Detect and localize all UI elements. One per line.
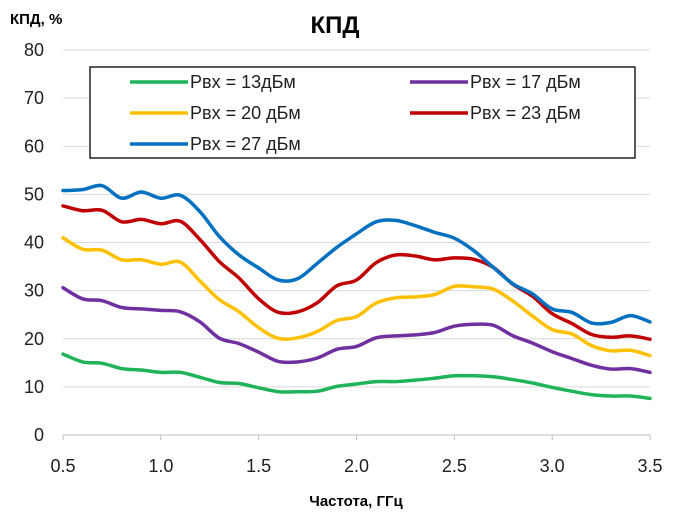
y-tick-label: 70 (24, 88, 44, 108)
x-tick-label: 2.0 (344, 456, 369, 476)
x-tick-label: 3.0 (540, 456, 565, 476)
y-tick-label: 10 (24, 377, 44, 397)
legend: Pвх = 13дБм Pвх = 17 дБм Pвх = 20 дБм Pвх =… (89, 66, 636, 159)
x-tick-label: 0.5 (50, 456, 75, 476)
series-line-1 (61, 352, 652, 401)
y-tick-label: 40 (24, 233, 44, 253)
x-tick-label: 1.5 (246, 456, 271, 476)
x-tick-label: 1.0 (148, 456, 173, 476)
series-line-3 (61, 235, 652, 358)
y-tick-label: 30 (24, 281, 44, 301)
legend-label-2: Pвх = 17 дБм (470, 72, 581, 92)
series-line-5 (61, 183, 652, 326)
x-axis-title: Частота, ГГц (309, 493, 403, 510)
series-lines (61, 183, 652, 401)
legend-label-3: Pвх = 20 дБм (190, 103, 301, 123)
y-tick-label: 80 (24, 40, 44, 60)
y-tick-label: 20 (24, 329, 44, 349)
x-tick-label: 3.5 (637, 456, 662, 476)
series-line-2 (61, 285, 652, 375)
tick-labels: 0 10 20 30 40 50 60 70 80 0.5 1.0 1.5 2.0 2.5 3.0 3.5 (24, 40, 663, 476)
legend-label-4: Pвх = 23 дБм (470, 103, 581, 123)
legend-label-1: Pвх = 13дБм (190, 72, 296, 92)
legend-label-5: Pвх = 27 дБм (190, 134, 301, 154)
y-axis-title: КПД, % (10, 11, 62, 28)
y-tick-label: 50 (24, 184, 44, 204)
x-tick-label: 2.5 (442, 456, 467, 476)
y-tick-label: 0 (34, 425, 44, 445)
series-line-4 (61, 204, 652, 341)
y-tick-label: 60 (24, 136, 44, 156)
chart-title: КПД (311, 12, 360, 39)
